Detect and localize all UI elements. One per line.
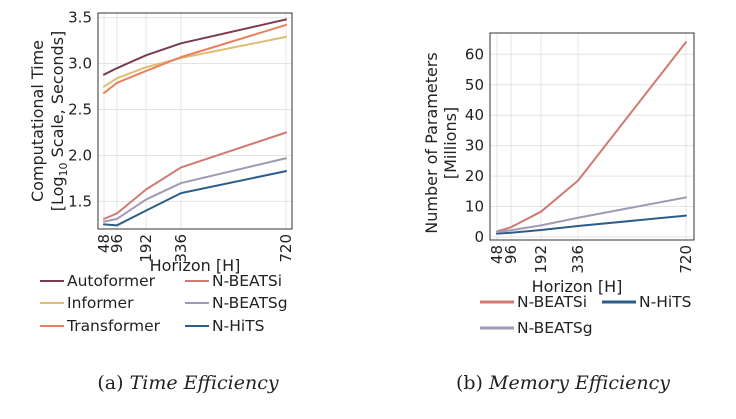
legend-label: N-BEATSg	[517, 319, 593, 337]
legend: N-BEATSi N-HiTS N-BEATSg	[480, 293, 691, 337]
x-tick-label: 96	[502, 245, 520, 264]
series-line-autoformer	[103, 18, 287, 76]
y-axis-label-line1: Computational Time	[28, 40, 47, 202]
series-lines	[103, 18, 287, 227]
grid	[490, 33, 694, 240]
plot-frame	[97, 12, 293, 230]
y-tick-label: 50	[465, 76, 484, 94]
legend-label: Informer	[67, 294, 134, 312]
legend-item-n-beatsg: N-BEATSg	[185, 294, 288, 312]
y-axis-label-line1: Number of Parameters	[422, 52, 441, 233]
x-tick-label: 48	[488, 245, 506, 264]
y-tick-label: 2.0	[68, 146, 92, 164]
y-tick-label: 10	[465, 198, 484, 216]
legend-item-informer: Informer	[40, 294, 134, 312]
legend-label: N-HiTS	[639, 293, 691, 311]
y-tick-label: 60	[465, 45, 484, 63]
legend-label: N-HiTS	[212, 317, 264, 335]
x-tick-label: 336	[172, 234, 190, 263]
y-axis-label-line2: [Millions]	[441, 107, 460, 179]
grid	[98, 13, 292, 229]
legend-label: N-BEATSg	[212, 294, 288, 312]
x-axis-label: Horizon [H]	[150, 256, 241, 275]
legend-label: Autoformer	[67, 272, 156, 290]
series-lines	[496, 41, 687, 235]
legend-item-autoformer: Autoformer	[40, 272, 156, 290]
y-tick-label: 0	[474, 228, 484, 246]
legend-item-n-beatsi: N-BEATSi	[480, 293, 587, 311]
legend-item-n-hits: N-HiTS	[185, 317, 264, 335]
legend-label: N-BEATSi	[212, 272, 282, 290]
y-tick-label: 40	[465, 106, 484, 124]
series-line-transformer	[103, 23, 287, 94]
y-tick-label: 30	[465, 137, 484, 155]
series-line-n-hits	[103, 170, 287, 227]
y-tick-label: 20	[465, 167, 484, 185]
legend-item-transformer: Transformer	[40, 317, 161, 335]
x-tick-label: 336	[569, 245, 587, 274]
series-line-n-beatsg	[103, 157, 287, 223]
y-tick-labels: 0 10 20 30 40 50 60	[465, 45, 484, 246]
caption: (a) Time Efficiency	[97, 372, 279, 394]
legend: Autoformer N-BEATSi Informer N-BEATSg Transf…	[40, 272, 288, 335]
y-tick-label: 1.5	[68, 192, 92, 210]
legend-label: N-BEATSi	[517, 293, 587, 311]
legend-item-n-beatsi: N-BEATSi	[185, 272, 282, 290]
x-tick-label: 48	[95, 234, 113, 253]
x-tick-label: 96	[108, 234, 126, 253]
series-line-n-beatsi	[496, 41, 687, 233]
plot-frame	[489, 32, 695, 241]
series-line-n-beatsg	[496, 196, 687, 234]
caption: (b) Memory Efficiency	[456, 372, 670, 394]
y-tick-labels: 1.5 2.0 2.5 3.0 3.5	[68, 9, 92, 211]
y-tick-label: 2.5	[68, 101, 92, 119]
legend-item-n-beatsg: N-BEATSg	[480, 319, 593, 337]
y-tick-label: 3.5	[68, 9, 92, 27]
x-tick-label: 192	[532, 245, 550, 274]
x-axis-label: Horizon [H]	[532, 277, 623, 296]
x-tick-label: 720	[277, 234, 295, 263]
legend-label: Transformer	[66, 317, 161, 335]
legend-item-n-hits: N-HiTS	[602, 293, 691, 311]
series-line-n-beatsi	[103, 131, 287, 220]
series-line-informer	[103, 35, 287, 88]
x-tick-label: 192	[137, 234, 155, 263]
series-line-n-hits	[496, 214, 687, 235]
y-axis-label-line2: [Log10 Scale, Seconds]	[48, 31, 70, 212]
x-tick-label: 720	[677, 245, 695, 274]
y-tick-label: 3.0	[68, 55, 92, 73]
